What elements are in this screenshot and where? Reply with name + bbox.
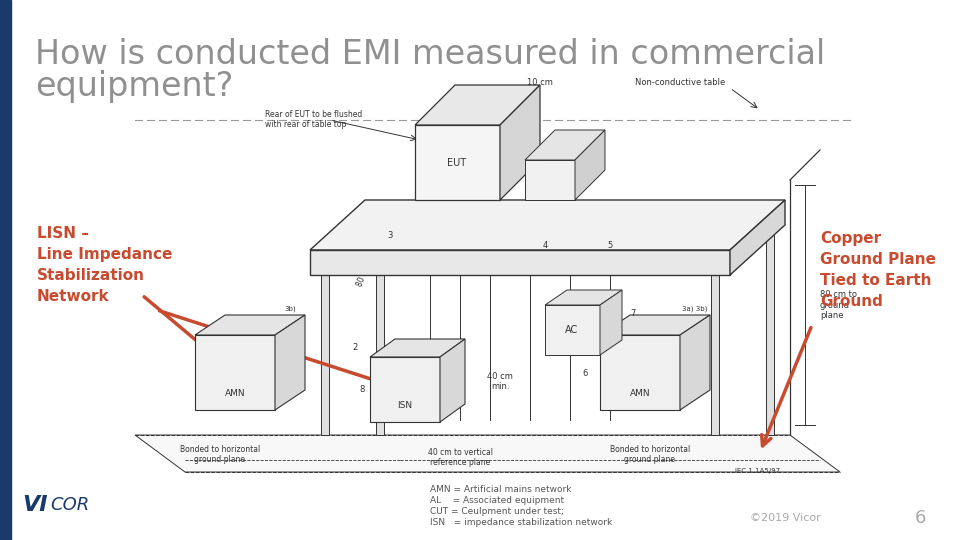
Bar: [0, 0, 11, 540]
Polygon shape: [376, 225, 384, 435]
Text: ©2019 Vicor: ©2019 Vicor: [750, 513, 821, 523]
Polygon shape: [415, 125, 500, 200]
Text: AMN = Artificial mains network: AMN = Artificial mains network: [430, 485, 571, 494]
Text: Bonded to horizontal
ground plane: Bonded to horizontal ground plane: [180, 445, 260, 464]
Text: 80 cm to
ground
plane: 80 cm to ground plane: [820, 290, 857, 320]
Text: Copper
Ground Plane
Tied to Earth
Ground: Copper Ground Plane Tied to Earth Ground: [820, 231, 936, 309]
Text: COR: COR: [50, 496, 89, 514]
Polygon shape: [575, 130, 605, 200]
Text: 40 cm to vertical
reference plane: 40 cm to vertical reference plane: [427, 448, 492, 468]
Text: Rear of EUT to be flushed
with rear of table top: Rear of EUT to be flushed with rear of t…: [265, 110, 362, 130]
Polygon shape: [275, 315, 305, 410]
Text: Non-conductive table: Non-conductive table: [635, 78, 725, 87]
Text: VI: VI: [22, 495, 47, 515]
Polygon shape: [415, 85, 540, 125]
Text: 6: 6: [583, 368, 588, 377]
Polygon shape: [525, 130, 605, 160]
Polygon shape: [321, 275, 329, 435]
Text: Bonded to horizontal
ground plane: Bonded to horizontal ground plane: [610, 445, 690, 464]
Polygon shape: [600, 290, 622, 355]
Polygon shape: [600, 315, 710, 335]
Text: 3a) 3b): 3a) 3b): [683, 306, 708, 312]
Polygon shape: [310, 250, 730, 275]
Polygon shape: [370, 357, 440, 422]
Text: AMN: AMN: [630, 389, 650, 398]
Polygon shape: [545, 305, 600, 355]
Text: 40 cm
min.: 40 cm min.: [487, 372, 513, 391]
Polygon shape: [730, 200, 785, 275]
Polygon shape: [440, 339, 465, 422]
Text: LISN –
Line Impedance
Stabilization
Network: LISN – Line Impedance Stabilization Netw…: [37, 226, 173, 304]
Polygon shape: [711, 275, 719, 435]
Text: AMN: AMN: [225, 389, 246, 398]
Text: CUT = Ceulpment under test;: CUT = Ceulpment under test;: [430, 507, 564, 516]
Text: EUT: EUT: [447, 158, 467, 168]
Text: 80 cm: 80 cm: [355, 262, 372, 288]
Text: 8: 8: [359, 386, 365, 395]
Polygon shape: [545, 290, 622, 305]
Text: 10 cm: 10 cm: [527, 78, 553, 87]
Text: equipment?: equipment?: [35, 70, 233, 103]
Polygon shape: [766, 225, 774, 435]
Text: 3b): 3b): [284, 306, 296, 312]
Polygon shape: [370, 339, 465, 357]
Text: 5: 5: [608, 240, 612, 249]
Text: 3: 3: [387, 231, 393, 240]
Text: 7: 7: [630, 308, 636, 318]
Polygon shape: [310, 200, 785, 250]
Text: AL    = Associated equipment: AL = Associated equipment: [430, 496, 564, 505]
Polygon shape: [600, 335, 680, 410]
Polygon shape: [195, 335, 275, 410]
Text: ISN: ISN: [397, 401, 413, 410]
Text: 6: 6: [915, 509, 926, 527]
Text: AC: AC: [565, 325, 579, 335]
Text: 4: 4: [542, 240, 547, 249]
Polygon shape: [500, 85, 540, 200]
Polygon shape: [135, 435, 840, 472]
Polygon shape: [525, 160, 575, 200]
Text: 2: 2: [352, 343, 358, 353]
Polygon shape: [680, 315, 710, 410]
Text: How is conducted EMI measured in commercial: How is conducted EMI measured in commerc…: [35, 38, 826, 71]
Text: ISN   = impedance stabilization network: ISN = impedance stabilization network: [430, 518, 612, 527]
Polygon shape: [195, 315, 305, 335]
Text: IEC 1 1A5/97: IEC 1 1A5/97: [734, 468, 780, 474]
